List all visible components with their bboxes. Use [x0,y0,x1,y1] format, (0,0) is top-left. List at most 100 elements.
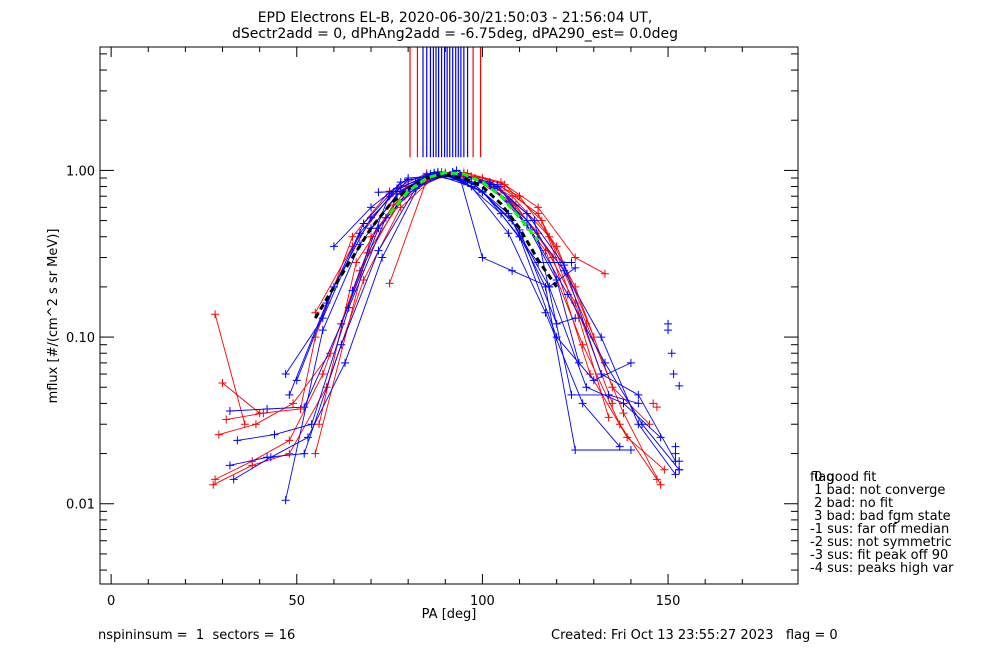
plot-frame [99,46,799,585]
blue-curve-7-point [367,213,376,222]
red-curve-4-point [600,269,609,278]
blue-curve-5-point [541,308,550,317]
blue-curve-1-point [563,290,572,299]
legend-entry-5: -2 sus: not symmetric [810,535,952,550]
red-curve-8-point [255,409,264,418]
blue-curve-0-point [225,461,234,470]
red-curve-0-point [209,480,218,489]
red-curve-0-point [359,276,368,285]
red-curve-6-point [311,449,320,458]
blue-curve-4-point [318,326,327,335]
blue-curve-1-point [638,420,647,429]
red-curve-0-point [285,449,294,458]
red-curve-8 [222,382,260,414]
legend-entries: 0 good fit 1 bad: not converge 2 bad: no… [810,471,954,575]
red-curve-1-point [578,340,587,349]
blue-curve-11-point [367,203,376,212]
red-curve-5 [318,172,610,425]
blue-curve-4-point [281,496,290,505]
blue-isolated-point [667,349,676,358]
blue-curve-3-point [270,430,279,439]
blue-curve-7-point [589,376,598,385]
blue-curve-11-point [552,319,561,328]
legend: flag 0 good fit 1 bad: not converge 2 ba… [810,471,954,575]
blue-curve-5-point [281,370,290,379]
blue-isolated-point [671,442,680,451]
blue-curve-9-point [508,266,517,275]
red-isolated-point [649,399,658,408]
blue-curve-3-point [530,216,539,225]
blue-curve-4-point [504,209,513,218]
blue-curve-1-point [229,475,238,484]
blue-curve-10-point [574,358,583,367]
red-curve-9-point [211,310,220,319]
blue-isolated-point [675,465,684,474]
blue-curve-3-point [634,399,643,408]
blue-curve-5 [285,173,621,447]
x-tick-label-50: 50 [289,594,306,609]
blue-curve-2-point [225,407,234,416]
blue-curve-3-point [233,436,242,445]
blue-curve-9-point [571,263,580,272]
red-curve-0-point [619,409,628,418]
legend-title: flag [810,470,835,485]
red-curve-7 [389,174,613,404]
red-curve-2-point [660,465,669,474]
y-tick-label-2: 1.00 [66,164,95,179]
x-axis-label: PA [deg] [422,607,477,622]
blue-curve-11-point [329,242,338,251]
blue-isolated-point [671,449,680,458]
red-curve-6-point [552,242,561,251]
red-curve-3-point [296,405,305,414]
y-tick-label-0: 0.01 [66,498,95,513]
blue-curve-9 [370,173,576,288]
blue-curve-2-point [485,178,494,187]
legend-entry-2: 2 bad: no fit [810,496,894,511]
x-tick-label-150: 150 [656,594,681,609]
blue-curve-6 [288,172,661,438]
blue-curve-5-point [504,229,513,238]
red-curve-5-point [500,180,509,189]
blue-curve-10-point [374,188,383,197]
y-tick-label-1: 0.10 [66,331,95,346]
blue-curve-4-point [571,446,580,455]
legend-entry-3: 3 bad: bad fgm state [810,509,951,524]
blue-curve-2-point [300,403,309,412]
blue-isolated-point [675,381,684,390]
blue-curve-3-point [567,390,576,399]
red-curve-8-point [218,379,227,388]
blue-curve-7-point [292,376,301,385]
red-curve-9-point [240,420,249,429]
blue-curve-0-point [337,340,346,349]
red-curve-1-point [211,475,220,484]
vertical-markers [409,47,482,158]
blue-curve-1-point [303,433,312,442]
chart-title-line2: dSectr2add = 0, dPhAng2add = -6.75deg, d… [232,26,678,42]
footer-left: nspininsum = 1 sectors = 16 [98,628,296,643]
blue-curve-1-point [266,453,275,462]
blue-curve-10-point [493,180,502,189]
red-curve-7-point [385,279,394,288]
axes: 0 50 100 150 0.01 0.10 1.00 [66,47,798,609]
red-curve-2-point [623,433,632,442]
blue-curve-8-point [567,258,576,267]
blue-curve-6-point [359,219,368,228]
red-curve-5-point [537,216,546,225]
footer-right: Created: Fri Oct 13 23:55:27 2023 flag =… [551,628,838,643]
blue-curve-1-point [600,358,609,367]
blue-curve-11-point [478,188,487,197]
blue-curve-0 [229,171,676,475]
red-curve-1-point [318,370,327,379]
blue-curve-3-point [381,213,390,222]
blue-curve-0-point [374,246,383,255]
x-tick-label-0: 0 [107,594,115,609]
legend-entry-4: -1 sus: far off median [810,522,950,537]
blue-curve-0-point [597,333,606,342]
red-curve-5-point [604,413,613,422]
chart-title-line1: EPD Electrons EL-B, 2020-06-30/21:50:03 … [258,10,653,26]
red-curve-1-point [285,436,294,445]
blue-curve-9-point [478,253,487,262]
blue-curve-0-point [300,449,309,458]
blue-isolated-point [675,457,684,466]
